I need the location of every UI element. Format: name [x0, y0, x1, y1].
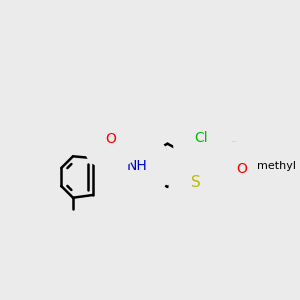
Text: methyl: methyl [256, 161, 296, 171]
Text: O: O [236, 162, 247, 176]
Text: O: O [229, 140, 240, 154]
Text: S: S [191, 175, 201, 190]
Text: Cl: Cl [194, 131, 208, 145]
Text: O: O [105, 132, 116, 146]
Text: NH: NH [127, 159, 147, 173]
